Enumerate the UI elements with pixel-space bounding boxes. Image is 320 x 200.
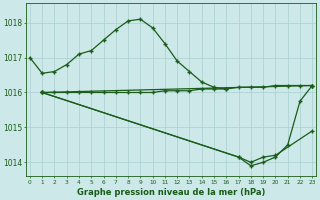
X-axis label: Graphe pression niveau de la mer (hPa): Graphe pression niveau de la mer (hPa) [77, 188, 265, 197]
